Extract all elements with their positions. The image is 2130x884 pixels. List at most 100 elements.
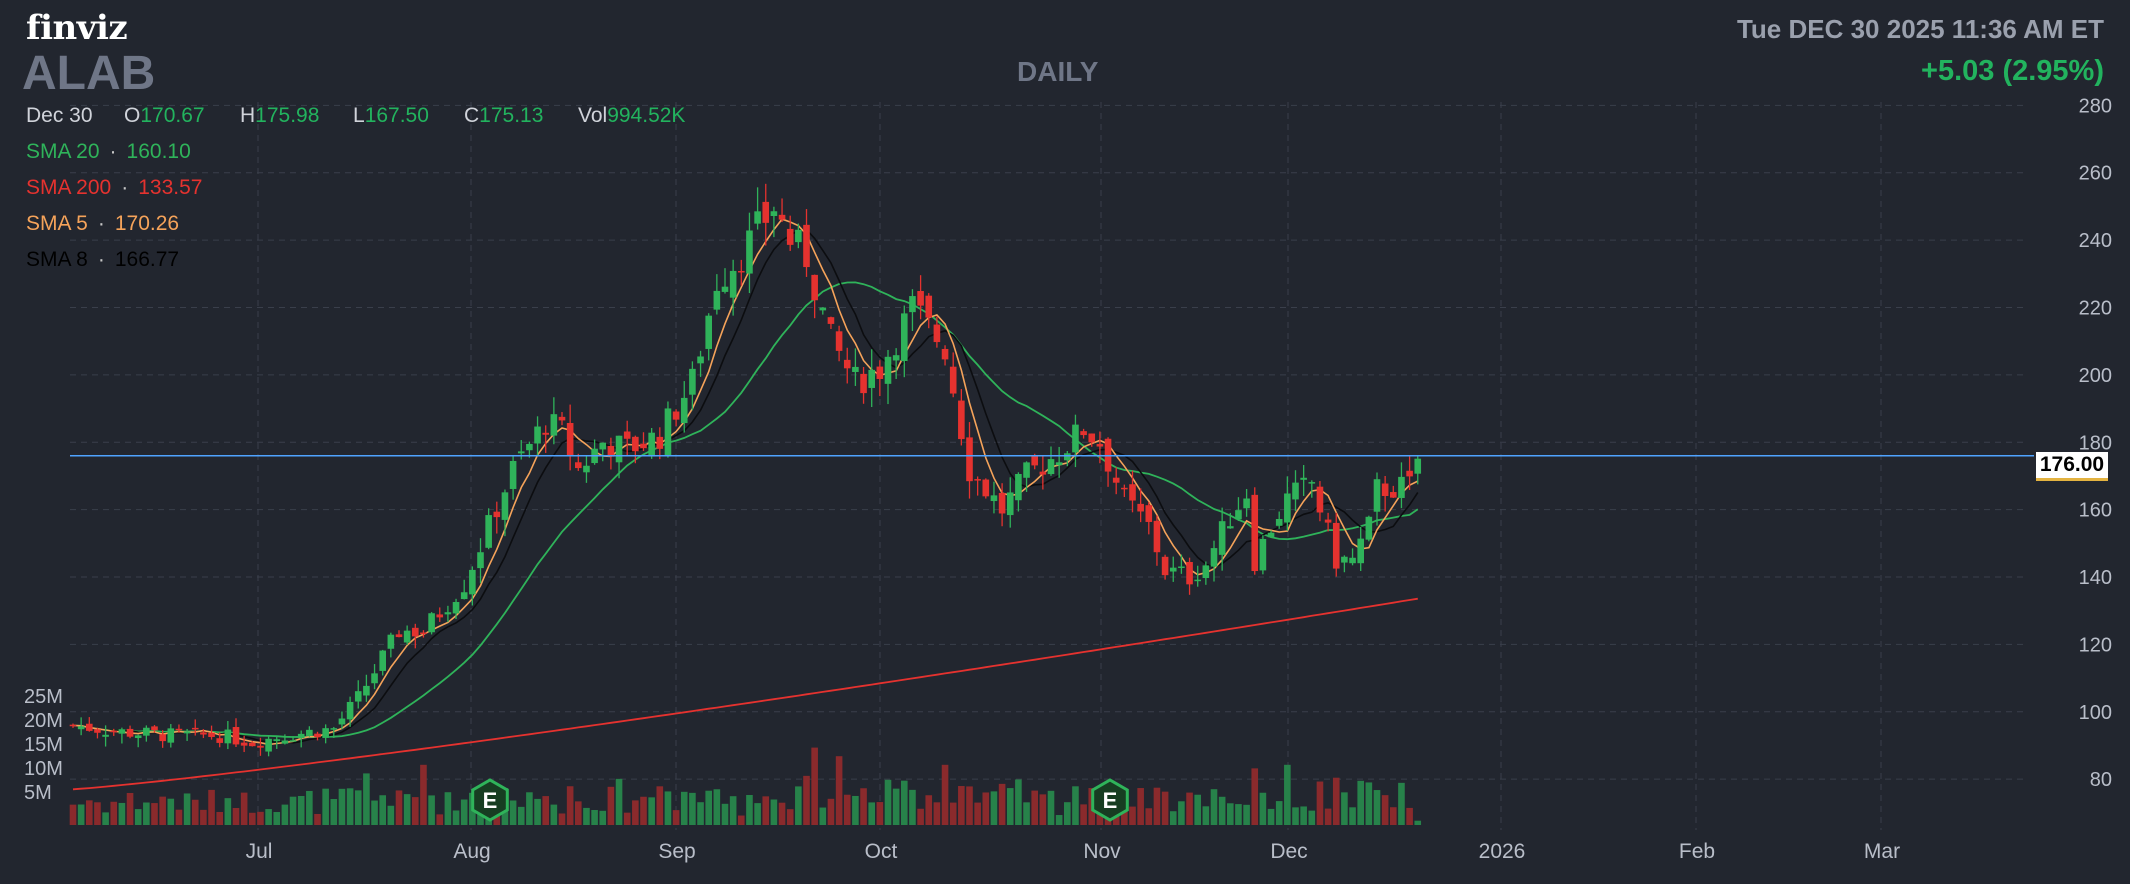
volume-bar xyxy=(705,790,712,825)
volume-bar xyxy=(232,807,240,825)
candle-body xyxy=(917,291,924,306)
volume-bar xyxy=(1414,820,1422,825)
y-tick-label: 240 xyxy=(2079,230,2112,252)
candle-body xyxy=(697,356,704,364)
volume-bar xyxy=(110,801,118,825)
candle-body xyxy=(1284,493,1291,523)
candle-body xyxy=(273,739,281,742)
volume-tick-label: 5M xyxy=(24,782,52,804)
candle-body xyxy=(77,726,85,730)
candle-body xyxy=(1251,494,1259,572)
volume-bar xyxy=(1080,804,1087,825)
earnings-marker-hex xyxy=(1091,778,1129,822)
y-tick-label: 280 xyxy=(2079,95,2112,117)
volume-bar xyxy=(1316,781,1324,825)
x-tick-label: Nov xyxy=(1083,840,1121,863)
volume-bar xyxy=(1324,808,1332,825)
candle-body xyxy=(94,729,101,733)
candle-body xyxy=(949,366,957,394)
volume-bar xyxy=(134,809,142,825)
candle-body xyxy=(778,214,786,220)
candle-body xyxy=(1243,498,1250,509)
volume-bar xyxy=(338,788,346,825)
volume-bar xyxy=(1121,805,1128,825)
volume-bar xyxy=(208,789,215,825)
candle-body xyxy=(941,348,949,360)
candle-body xyxy=(827,317,835,324)
volume-bar xyxy=(998,783,1006,825)
volume-bar xyxy=(1047,790,1055,825)
earnings-marker[interactable]: E xyxy=(1091,778,1129,822)
volume-bar xyxy=(860,788,867,825)
volume-bar xyxy=(1039,794,1047,825)
candle-body xyxy=(575,462,582,469)
volume-bar xyxy=(835,756,843,825)
volume-bar xyxy=(632,800,639,825)
candle-body xyxy=(314,733,321,738)
volume-bar xyxy=(778,802,786,825)
volume-bar xyxy=(958,786,965,825)
volume-tick-label: 10M xyxy=(24,758,63,780)
candle-body xyxy=(526,443,533,451)
sma-200-label: SMA 200 xyxy=(26,176,112,199)
candle-body xyxy=(224,729,232,744)
candle-body xyxy=(1349,557,1356,564)
ohlc-low: L167.50 xyxy=(353,104,429,128)
volume-bar xyxy=(167,798,175,825)
sma-200-legend[interactable]: SMA 200 · 133.57 xyxy=(26,176,203,199)
volume-bar xyxy=(118,802,126,825)
candle-body xyxy=(469,569,476,595)
candle-body xyxy=(640,443,647,449)
volume-bar xyxy=(689,792,696,825)
volume-bar xyxy=(436,814,444,825)
candle-body xyxy=(607,445,615,457)
candle-body xyxy=(330,728,338,730)
candle-body xyxy=(69,724,77,727)
candle-body xyxy=(550,414,558,436)
volume-bar xyxy=(534,798,541,825)
earnings-marker-label: E xyxy=(483,788,498,813)
candle-body xyxy=(1055,462,1063,466)
timeframe-label[interactable]: DAILY xyxy=(1017,56,1099,87)
candle-body xyxy=(542,432,549,435)
candle-body xyxy=(183,731,191,734)
volume-bar xyxy=(322,788,329,825)
candle-body xyxy=(729,270,737,298)
finviz-logo[interactable]: finviz xyxy=(26,8,128,48)
candle-body xyxy=(958,400,965,440)
volume-bar xyxy=(1055,815,1063,825)
volume-bar xyxy=(240,792,248,825)
candle-body xyxy=(102,734,109,737)
volume-bar xyxy=(1137,788,1144,825)
candle-body xyxy=(281,740,289,744)
candle-body xyxy=(1414,458,1422,474)
earnings-marker[interactable]: E xyxy=(471,778,509,822)
volume-bar xyxy=(387,805,395,825)
volume-bar xyxy=(200,809,207,825)
volume-bar xyxy=(566,786,574,825)
sma-5-legend[interactable]: SMA 5 · 170.26 xyxy=(26,212,180,235)
y-tick-label: 200 xyxy=(2079,365,2112,387)
candle-body xyxy=(656,436,664,449)
candle-body xyxy=(485,515,492,548)
volume-bar xyxy=(721,803,729,825)
candle-body xyxy=(428,613,435,633)
volume-bar xyxy=(517,806,525,825)
candle-body xyxy=(632,436,639,452)
volume-bar xyxy=(738,815,745,825)
volume-bar xyxy=(265,809,272,825)
volume-bar xyxy=(542,796,549,825)
volume-bar xyxy=(175,809,183,825)
candle-body xyxy=(134,735,142,739)
sma-20-legend[interactable]: SMA 20 · 160.10 xyxy=(26,140,191,163)
datetime-label: Tue DEC 30 2025 11:36 AM ET xyxy=(1736,14,2104,44)
ohlc-date: Dec 30 xyxy=(26,104,93,127)
high-label: H xyxy=(240,104,256,127)
volume-bar xyxy=(770,799,778,825)
sma-8-legend[interactable]: SMA 8 · 166.77 xyxy=(26,248,180,271)
candle-body xyxy=(1088,433,1096,443)
candle-body xyxy=(1308,482,1316,484)
candle-body xyxy=(509,460,517,489)
x-tick-label: Dec xyxy=(1270,840,1307,863)
